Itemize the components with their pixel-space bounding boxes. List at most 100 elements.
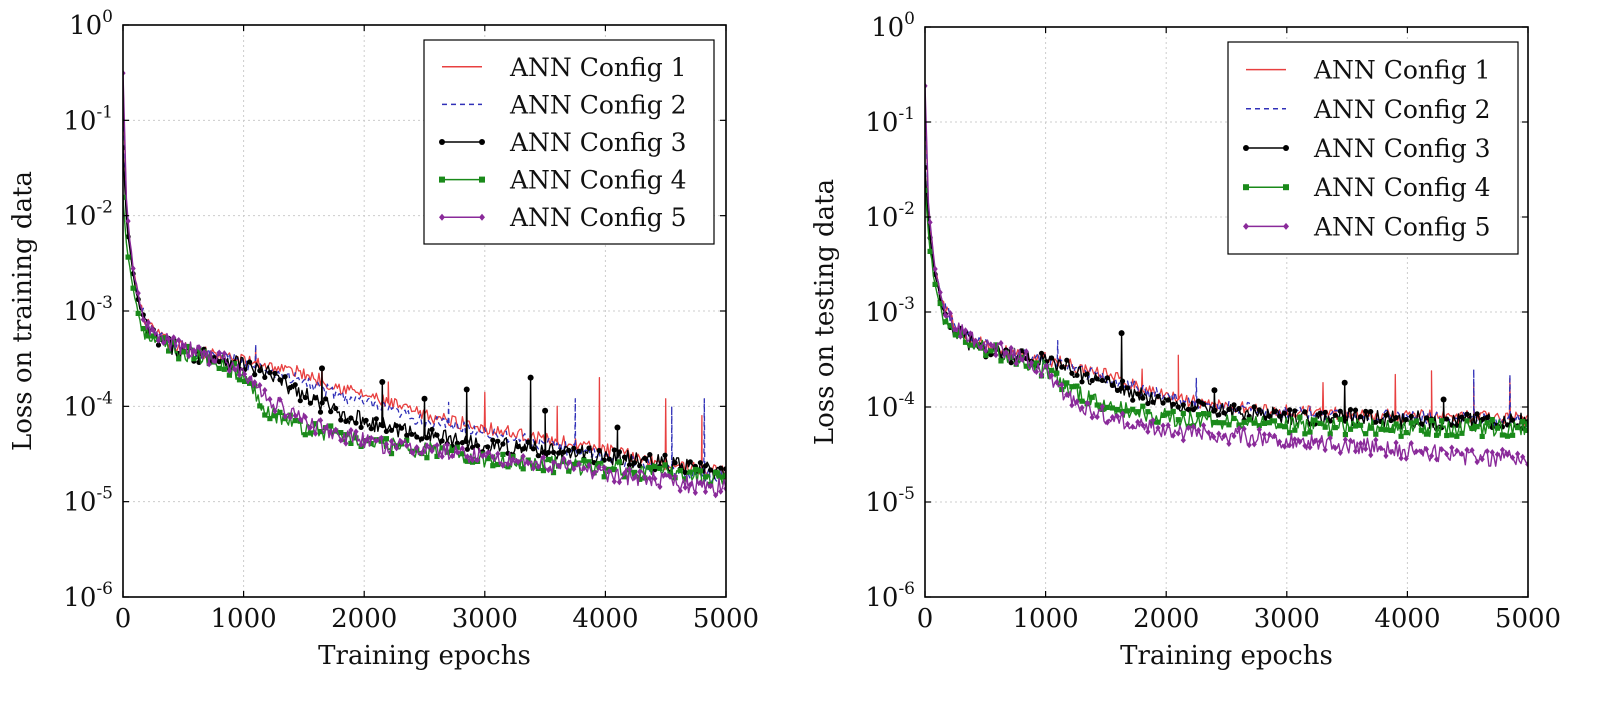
data-point xyxy=(267,416,273,422)
data-point xyxy=(1393,439,1399,446)
legend-marker xyxy=(1283,145,1289,151)
data-point xyxy=(978,344,984,351)
data-point xyxy=(1145,409,1151,415)
data-point xyxy=(1317,410,1323,416)
data-point xyxy=(216,359,222,365)
legend-marker xyxy=(1243,222,1249,230)
data-point xyxy=(485,456,491,462)
data-point xyxy=(1489,417,1495,423)
data-point xyxy=(1433,456,1440,463)
legend-label: ANN Config 2 xyxy=(509,90,687,119)
data-point xyxy=(307,400,313,406)
data-point xyxy=(1119,378,1126,384)
data-point xyxy=(247,359,253,365)
data-point xyxy=(637,468,643,476)
legend-label: ANN Config 4 xyxy=(1313,173,1491,202)
data-point xyxy=(540,454,547,461)
data-point xyxy=(591,470,597,477)
data-point xyxy=(1322,424,1328,430)
data-point xyxy=(1109,405,1115,411)
data-point xyxy=(682,476,688,482)
legend-marker xyxy=(1243,184,1249,191)
data-point xyxy=(1515,425,1521,431)
data-point xyxy=(1206,411,1212,417)
data-point xyxy=(611,447,617,453)
data-point xyxy=(1135,409,1141,415)
data-point xyxy=(667,473,673,480)
data-point xyxy=(252,383,258,389)
data-point xyxy=(1008,354,1014,360)
data-point xyxy=(444,441,450,449)
data-point xyxy=(632,460,638,466)
data-point xyxy=(211,355,217,361)
data-point xyxy=(1221,433,1227,440)
data-point xyxy=(1195,412,1202,418)
series-ann-config-5 xyxy=(123,69,726,499)
data-point xyxy=(662,452,668,458)
data-point xyxy=(155,337,162,344)
data-point xyxy=(1499,446,1506,454)
data-point xyxy=(277,377,283,383)
data-point xyxy=(231,365,238,373)
data-point xyxy=(231,361,237,367)
data-point xyxy=(1211,433,1217,441)
y-tick-label: 10-1 xyxy=(865,104,915,138)
data-point xyxy=(1292,436,1298,443)
data-point xyxy=(388,451,395,457)
data-point xyxy=(702,474,709,480)
data-point xyxy=(1434,432,1440,438)
data-point xyxy=(1423,446,1430,453)
series-line xyxy=(123,73,726,496)
data-point xyxy=(626,462,633,468)
data-point xyxy=(586,461,592,469)
data-point xyxy=(1023,363,1029,369)
x-tick-label: 4000 xyxy=(1374,604,1440,634)
data-point xyxy=(216,349,222,356)
data-point xyxy=(1464,446,1470,454)
data-point xyxy=(1474,424,1480,430)
y-tick-label: 10-1 xyxy=(63,102,113,136)
data-point xyxy=(312,395,319,401)
data-point xyxy=(480,452,486,460)
data-point xyxy=(485,449,491,457)
data-point xyxy=(399,425,405,431)
data-point xyxy=(434,442,440,449)
data-point xyxy=(1109,382,1115,388)
y-tick-label: 10-2 xyxy=(865,199,915,233)
data-point xyxy=(1130,406,1136,412)
data-point xyxy=(1099,403,1105,410)
data-point xyxy=(1271,418,1278,424)
data-point xyxy=(947,310,953,317)
data-point xyxy=(1084,399,1090,407)
data-point xyxy=(1226,440,1232,447)
data-point xyxy=(535,463,541,470)
data-point xyxy=(282,413,288,420)
data-point xyxy=(1125,408,1131,414)
data-point xyxy=(500,441,506,447)
data-point xyxy=(1292,408,1298,414)
data-point xyxy=(216,365,222,371)
data-point xyxy=(1368,409,1374,415)
data-point xyxy=(338,430,344,436)
data-point xyxy=(1211,387,1218,394)
legend-label: ANN Config 1 xyxy=(1313,56,1491,85)
data-point xyxy=(378,434,384,442)
data-point xyxy=(1439,446,1445,453)
data-point xyxy=(1469,447,1475,454)
data-point xyxy=(373,437,379,444)
data-point xyxy=(319,400,325,406)
data-point xyxy=(505,460,511,468)
data-point xyxy=(1201,411,1207,417)
data-point xyxy=(490,463,496,469)
data-point xyxy=(1266,431,1273,438)
data-point xyxy=(1038,372,1045,379)
data-point xyxy=(1423,431,1430,437)
data-point xyxy=(614,424,621,431)
data-point xyxy=(221,366,227,372)
data-point xyxy=(937,300,943,307)
data-point xyxy=(257,403,263,409)
data-point xyxy=(1246,441,1252,449)
legend-label: ANN Config 2 xyxy=(1313,95,1491,124)
data-point xyxy=(1479,433,1485,439)
data-point xyxy=(1464,418,1470,424)
